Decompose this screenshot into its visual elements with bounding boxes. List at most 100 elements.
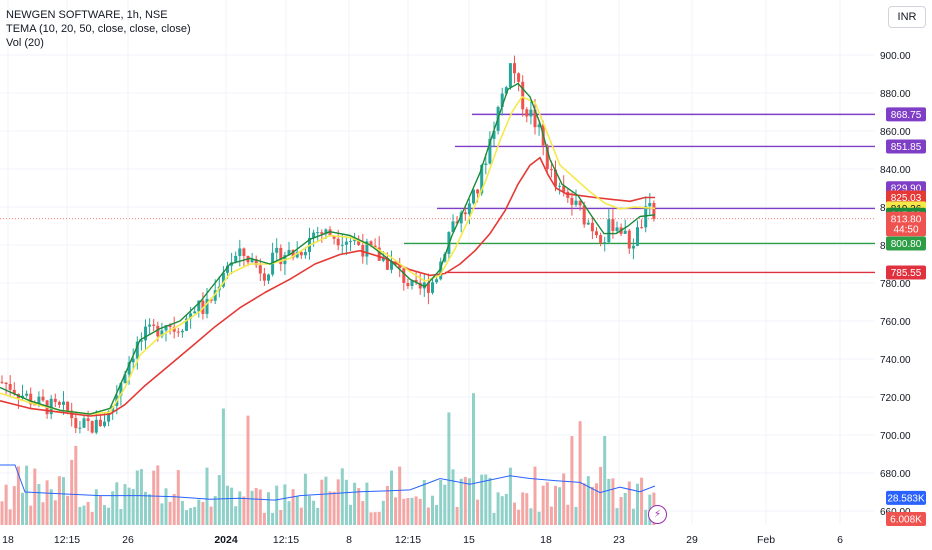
volume-bar <box>230 487 234 525</box>
volume-bar <box>156 465 160 525</box>
candle-body <box>49 398 53 415</box>
candle-body <box>402 268 406 283</box>
candle-body <box>611 219 615 231</box>
currency-button[interactable]: INR <box>888 6 926 28</box>
candle-body <box>226 265 229 273</box>
candle-body <box>12 389 16 394</box>
x-tick-label: 29 <box>686 534 698 546</box>
volume-bar <box>398 466 402 525</box>
candle-body <box>607 219 611 243</box>
volume-bar <box>148 494 152 525</box>
volume-bar <box>94 489 98 525</box>
volume-bar <box>107 507 111 525</box>
candle-body <box>123 374 127 384</box>
volume-bar <box>86 501 90 525</box>
candle-body <box>369 241 373 246</box>
candle-body <box>303 251 307 256</box>
volume-bar <box>262 512 266 525</box>
volume-bar <box>279 509 283 525</box>
price-tag-label: 6.008K <box>890 514 922 525</box>
volume-bar <box>103 505 106 525</box>
candle-body <box>480 164 484 194</box>
volume-bar <box>98 495 102 525</box>
volume-bar <box>644 509 648 525</box>
candle-body <box>385 257 389 270</box>
candle-body <box>570 197 574 205</box>
volume-bar <box>33 468 37 525</box>
y-tick-label: 720.00 <box>880 393 911 404</box>
y-tick-label: 880.00 <box>880 89 911 100</box>
volume-bar <box>365 482 369 525</box>
tema-indicator-label[interactable]: TEMA (10, 20, 50, close, close, close) <box>6 23 191 35</box>
volume-bar <box>299 507 303 525</box>
volume-bar <box>324 476 328 525</box>
volume-bar <box>554 485 557 525</box>
candle-body <box>164 325 168 331</box>
volume-bar <box>385 485 389 525</box>
candle-body <box>631 245 635 249</box>
lightning-icon[interactable]: ⚡ <box>648 505 667 524</box>
volume-bar <box>201 501 205 525</box>
volume-bar <box>418 498 422 525</box>
candle-body <box>29 393 33 405</box>
candle-body <box>148 324 152 327</box>
candle-body <box>644 206 648 228</box>
volume-bar <box>168 501 172 525</box>
volume-bar <box>627 481 631 525</box>
volume-bar <box>631 508 635 525</box>
price-tag <box>886 265 926 280</box>
candle-body <box>459 212 463 224</box>
candle-body <box>37 396 41 405</box>
symbol-title[interactable]: NEWGEN SOFTWARE, 1h, NSE <box>6 9 168 21</box>
candle-body <box>41 396 45 401</box>
price-tag-label: 825.03 <box>891 193 922 204</box>
horizontal-levels[interactable] <box>0 113 875 274</box>
candle-body <box>476 189 480 194</box>
candle-body <box>57 402 61 405</box>
volume-bar <box>197 499 201 525</box>
candle-body <box>349 241 352 243</box>
volume-bar <box>316 507 320 525</box>
volume-bar <box>144 491 147 525</box>
volume-bar <box>369 512 373 525</box>
grid-lines <box>0 0 875 525</box>
volume-bar <box>467 478 471 525</box>
time-axis[interactable]: 18 12:15 26 2024 12:15 8 12:15 15 18 23 29 Feb 6 <box>2 534 843 546</box>
volume-bar <box>213 496 217 525</box>
candle-body <box>582 205 586 225</box>
candle-body <box>365 241 369 257</box>
candle-body <box>439 261 443 280</box>
candle-body <box>168 325 172 327</box>
volume-bar <box>435 504 439 525</box>
candle-body <box>504 87 508 94</box>
volume-bar <box>586 476 590 525</box>
candle-body <box>4 382 8 384</box>
volume-bar <box>221 408 225 525</box>
x-tick-label: 8 <box>346 534 352 546</box>
volume-bar <box>373 512 377 525</box>
price-tag-label: 813.80 <box>891 214 922 225</box>
candle-body <box>238 248 242 256</box>
volume-bar <box>275 485 279 525</box>
candle-body <box>558 185 562 187</box>
candle-body <box>549 169 553 171</box>
x-tick-label: 12:15 <box>395 534 421 546</box>
volume-indicator-label[interactable]: Vol (20) <box>6 37 44 49</box>
volume-bar <box>303 473 307 525</box>
volume-bar <box>590 486 594 525</box>
candle-body <box>258 265 262 274</box>
candle-body <box>332 236 336 239</box>
volume-bar <box>90 511 94 525</box>
candle-body <box>299 251 303 256</box>
volume-bar <box>361 501 365 525</box>
candle-body <box>197 300 201 312</box>
tema-mid-line <box>0 96 656 415</box>
volume-bar <box>459 478 463 525</box>
x-tick-label: 26 <box>122 534 134 546</box>
candle-body <box>160 330 164 337</box>
candle-body <box>418 282 422 289</box>
volume-bar <box>500 496 504 525</box>
candle-body <box>53 398 57 403</box>
candle-body <box>328 229 332 237</box>
